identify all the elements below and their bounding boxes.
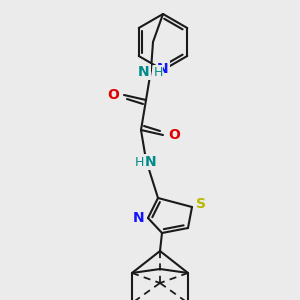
Text: H: H — [153, 65, 163, 79]
Text: O: O — [168, 128, 180, 142]
Text: S: S — [196, 197, 206, 211]
Text: H: H — [134, 155, 144, 169]
Text: N: N — [157, 62, 169, 76]
Text: N: N — [133, 211, 145, 225]
Text: N: N — [145, 155, 157, 169]
Text: N: N — [138, 65, 150, 79]
Text: O: O — [107, 88, 119, 102]
